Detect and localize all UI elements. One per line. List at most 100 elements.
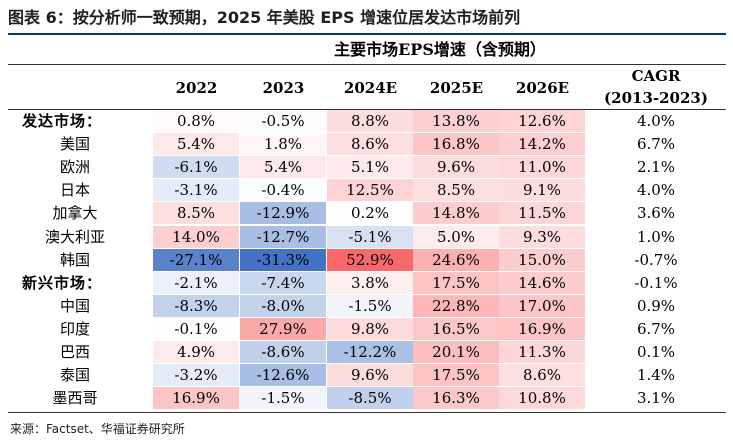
eps-growth-cell: -0.4%	[240, 179, 327, 203]
eps-growth-cell: 0.2%	[327, 202, 414, 226]
cagr-period-header: (2013-2023)	[604, 89, 708, 107]
eps-growth-cell: 14.0%	[153, 225, 240, 249]
group-label: 发达市场：	[22, 112, 103, 130]
eps-growth-cell: 9.8%	[327, 317, 414, 341]
eps-growth-cell: 9.3%	[499, 225, 586, 249]
eps-growth-cell: -2.1%	[153, 271, 240, 295]
eps-growth-cell: 17.5%	[413, 271, 500, 295]
eps-growth-cell: -31.3%	[240, 248, 327, 272]
column-header-2024e: 2024E	[343, 79, 398, 97]
eps-growth-cell: 14.8%	[413, 202, 500, 226]
eps-growth-cell: 10.8%	[499, 387, 586, 411]
market-label: 墨西哥	[52, 389, 98, 408]
column-header-2023: 2023	[262, 79, 305, 97]
eps-growth-cell: 9.6%	[327, 364, 414, 388]
title-divider	[8, 33, 726, 35]
eps-growth-cell: 11.0%	[499, 156, 586, 180]
eps-growth-cell: 12.6%	[499, 110, 586, 134]
eps-growth-cell: -12.7%	[240, 225, 327, 249]
eps-growth-cell: 15.0%	[499, 248, 586, 272]
eps-growth-cell: 16.9%	[153, 387, 240, 411]
column-header-2022: 2022	[175, 79, 218, 97]
market-label: 印度	[59, 319, 90, 338]
eps-growth-cell: 8.8%	[327, 110, 414, 134]
market-label: 日本	[59, 181, 90, 200]
eps-growth-cell: -1.5%	[327, 294, 414, 318]
cagr-header: CAGR	[631, 67, 681, 85]
cagr-cell: 3.6%	[636, 204, 676, 223]
eps-growth-cell: 24.6%	[413, 248, 500, 272]
chart-title: 图表 6：按分析师一致预期，2025 年美股 EPS 增速位居发达市场前列	[8, 8, 521, 27]
cagr-cell: 2.1%	[636, 158, 676, 177]
eps-growth-cell: 16.3%	[413, 387, 500, 411]
eps-growth-cell: 1.8%	[240, 133, 327, 157]
source-note: 来源：Factset、华福证券研究所	[10, 422, 185, 436]
cagr-cell: 0.1%	[636, 343, 676, 361]
table-subtitle: 主要市场EPS增速（含预期）	[334, 40, 546, 59]
eps-growth-cell: 3.8%	[327, 271, 414, 295]
eps-growth-cell: 16.9%	[499, 317, 586, 341]
eps-growth-cell: -8.0%	[240, 294, 327, 318]
eps-growth-cell: 14.2%	[499, 133, 586, 157]
cagr-cell: 0.9%	[636, 296, 676, 315]
eps-growth-cell: -0.5%	[240, 110, 327, 134]
eps-growth-cell: 17.0%	[499, 294, 586, 318]
eps-growth-cell: 5.0%	[413, 225, 500, 249]
eps-growth-cell: -1.5%	[240, 387, 327, 411]
eps-growth-cell: 0.8%	[153, 110, 240, 134]
eps-growth-cell: -6.1%	[153, 156, 240, 180]
market-label: 中国	[59, 296, 90, 315]
market-label: 澳大利亚	[44, 227, 105, 246]
eps-growth-cell: 22.8%	[413, 294, 500, 318]
cagr-cell: 3.1%	[636, 389, 676, 408]
eps-growth-cell: 5.4%	[153, 133, 240, 157]
eps-growth-cell: -8.3%	[153, 294, 240, 318]
market-label: 巴西	[59, 343, 90, 361]
header-top-rule	[8, 64, 726, 65]
eps-growth-cell: -27.1%	[153, 248, 240, 272]
eps-growth-cell: 16.8%	[413, 133, 500, 157]
eps-growth-cell: 17.5%	[413, 364, 500, 388]
header-bottom-rule	[8, 109, 726, 110]
eps-growth-cell: -12.9%	[240, 202, 327, 226]
eps-growth-cell: 8.5%	[153, 202, 240, 226]
eps-growth-cell: 20.1%	[413, 341, 500, 365]
eps-growth-cell: -8.5%	[327, 387, 414, 411]
eps-growth-cell: 9.6%	[413, 156, 500, 180]
eps-growth-cell: 4.9%	[153, 341, 240, 365]
eps-growth-cell: -12.2%	[327, 341, 414, 365]
table-bottom-rule	[8, 412, 726, 414]
cagr-cell: -0.7%	[634, 250, 678, 269]
cagr-cell: 4.0%	[636, 112, 676, 130]
column-header-2026e: 2026E	[515, 79, 570, 97]
eps-growth-cell: 5.1%	[327, 156, 414, 180]
group-label: 新兴市场：	[22, 273, 103, 292]
eps-growth-cell: 11.3%	[499, 341, 586, 365]
eps-growth-cell: 9.1%	[499, 179, 586, 203]
cagr-cell: -0.1%	[634, 273, 678, 292]
eps-growth-cell: -5.1%	[327, 225, 414, 249]
eps-growth-cell: 11.5%	[499, 202, 586, 226]
eps-growth-cell: -7.4%	[240, 271, 327, 295]
eps-growth-cell: -12.6%	[240, 364, 327, 388]
market-label: 韩国	[59, 250, 90, 269]
market-label: 泰国	[59, 366, 90, 385]
eps-growth-cell: -0.1%	[153, 317, 240, 341]
cagr-cell: 6.7%	[636, 319, 676, 338]
eps-growth-cell: 13.8%	[413, 110, 500, 134]
eps-growth-cell: 8.6%	[499, 364, 586, 388]
cagr-cell: 1.0%	[636, 227, 676, 246]
eps-growth-cell: -8.6%	[240, 341, 327, 365]
eps-growth-cell: -3.2%	[153, 364, 240, 388]
market-label: 加拿大	[52, 204, 98, 223]
column-header-2025e: 2025E	[429, 79, 484, 97]
eps-growth-cell: 12.5%	[327, 179, 414, 203]
eps-growth-cell: 16.5%	[413, 317, 500, 341]
cagr-cell: 1.4%	[636, 366, 676, 385]
eps-growth-cell: 5.4%	[240, 156, 327, 180]
eps-growth-cell: -3.1%	[153, 179, 240, 203]
market-label: 美国	[59, 135, 90, 154]
eps-growth-cell: 14.6%	[499, 271, 586, 295]
eps-growth-cell: 8.6%	[327, 133, 414, 157]
